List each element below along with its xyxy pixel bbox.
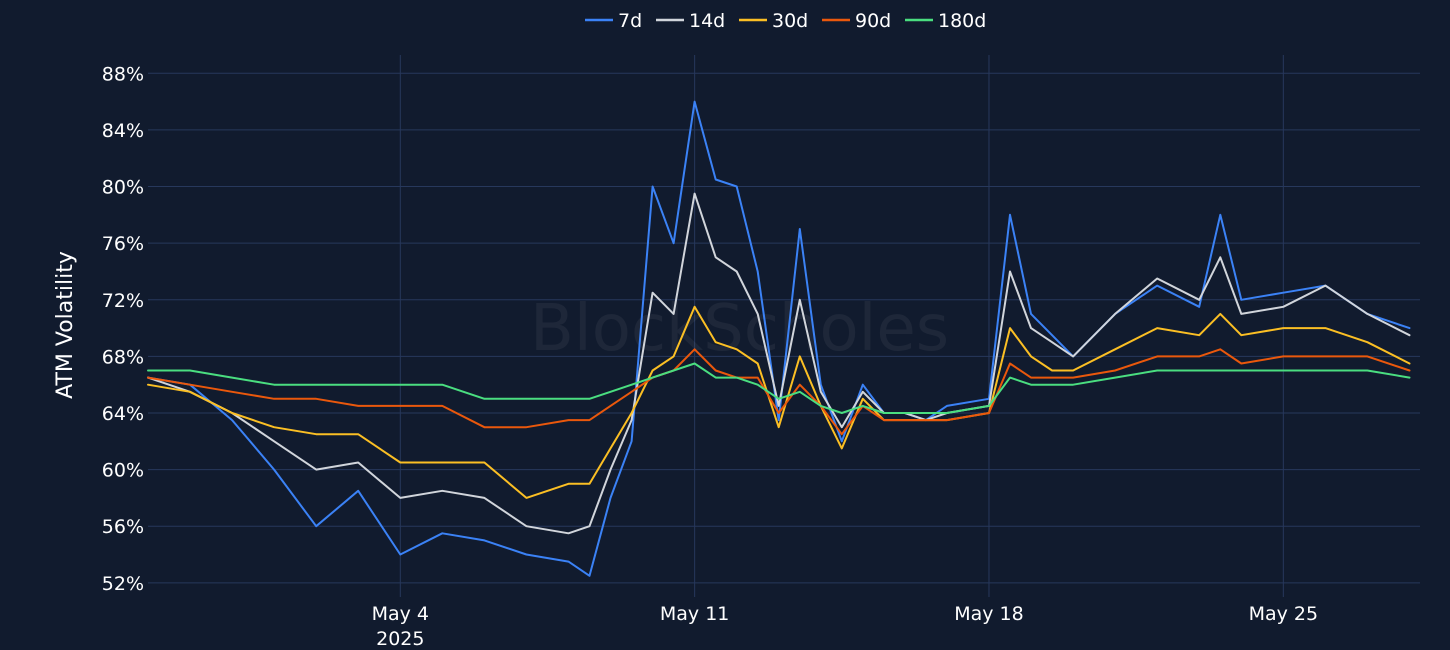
series-line-30d (147, 305, 1411, 499)
y-tick-label: 56% (102, 516, 144, 538)
legend-label: 90d (855, 10, 891, 32)
y-axis-ticks: 52% 56% 60% 64% 68% 72% 76% 80% 84% 88% (102, 63, 144, 595)
legend-item-7d[interactable]: 7d (585, 10, 642, 32)
x-axis-ticks: May 4 2025 May 11 May 18 May 25 (372, 603, 1319, 650)
legend-label: 30d (772, 10, 808, 32)
x-tick-label: May 11 (660, 603, 730, 625)
x-tick-sublabel: 2025 (376, 628, 424, 650)
legend-label: 14d (689, 10, 725, 32)
legend-item-90d[interactable]: 90d (822, 10, 891, 32)
watermark: BlockScholes (530, 292, 949, 366)
y-tick-label: 76% (102, 233, 144, 255)
y-tick-label: 64% (102, 403, 144, 425)
legend-label: 7d (618, 10, 642, 32)
y-tick-label: 72% (102, 290, 144, 312)
series-line-7d (147, 100, 1411, 577)
series-line-90d (147, 348, 1411, 436)
legend: 7d 14d 30d 90d 180d (585, 10, 986, 32)
y-tick-label: 52% (102, 573, 144, 595)
x-tick-label: May 18 (954, 603, 1024, 625)
grid (148, 55, 1420, 597)
legend-item-180d[interactable]: 180d (905, 10, 986, 32)
x-tick-label: May 25 (1249, 603, 1319, 625)
y-tick-label: 84% (102, 120, 144, 142)
x-tick-label: May 4 (372, 603, 429, 625)
legend-label: 180d (938, 10, 986, 32)
series-line-180d (147, 362, 1411, 414)
legend-item-14d[interactable]: 14d (656, 10, 725, 32)
y-tick-label: 88% (102, 63, 144, 85)
y-axis-title: ATM Volatility (53, 251, 78, 399)
series-lines (147, 100, 1411, 577)
series-line-14d (147, 192, 1411, 535)
y-tick-label: 60% (102, 460, 144, 482)
y-tick-label: 80% (102, 177, 144, 199)
y-tick-label: 68% (102, 346, 144, 368)
legend-item-30d[interactable]: 30d (739, 10, 808, 32)
